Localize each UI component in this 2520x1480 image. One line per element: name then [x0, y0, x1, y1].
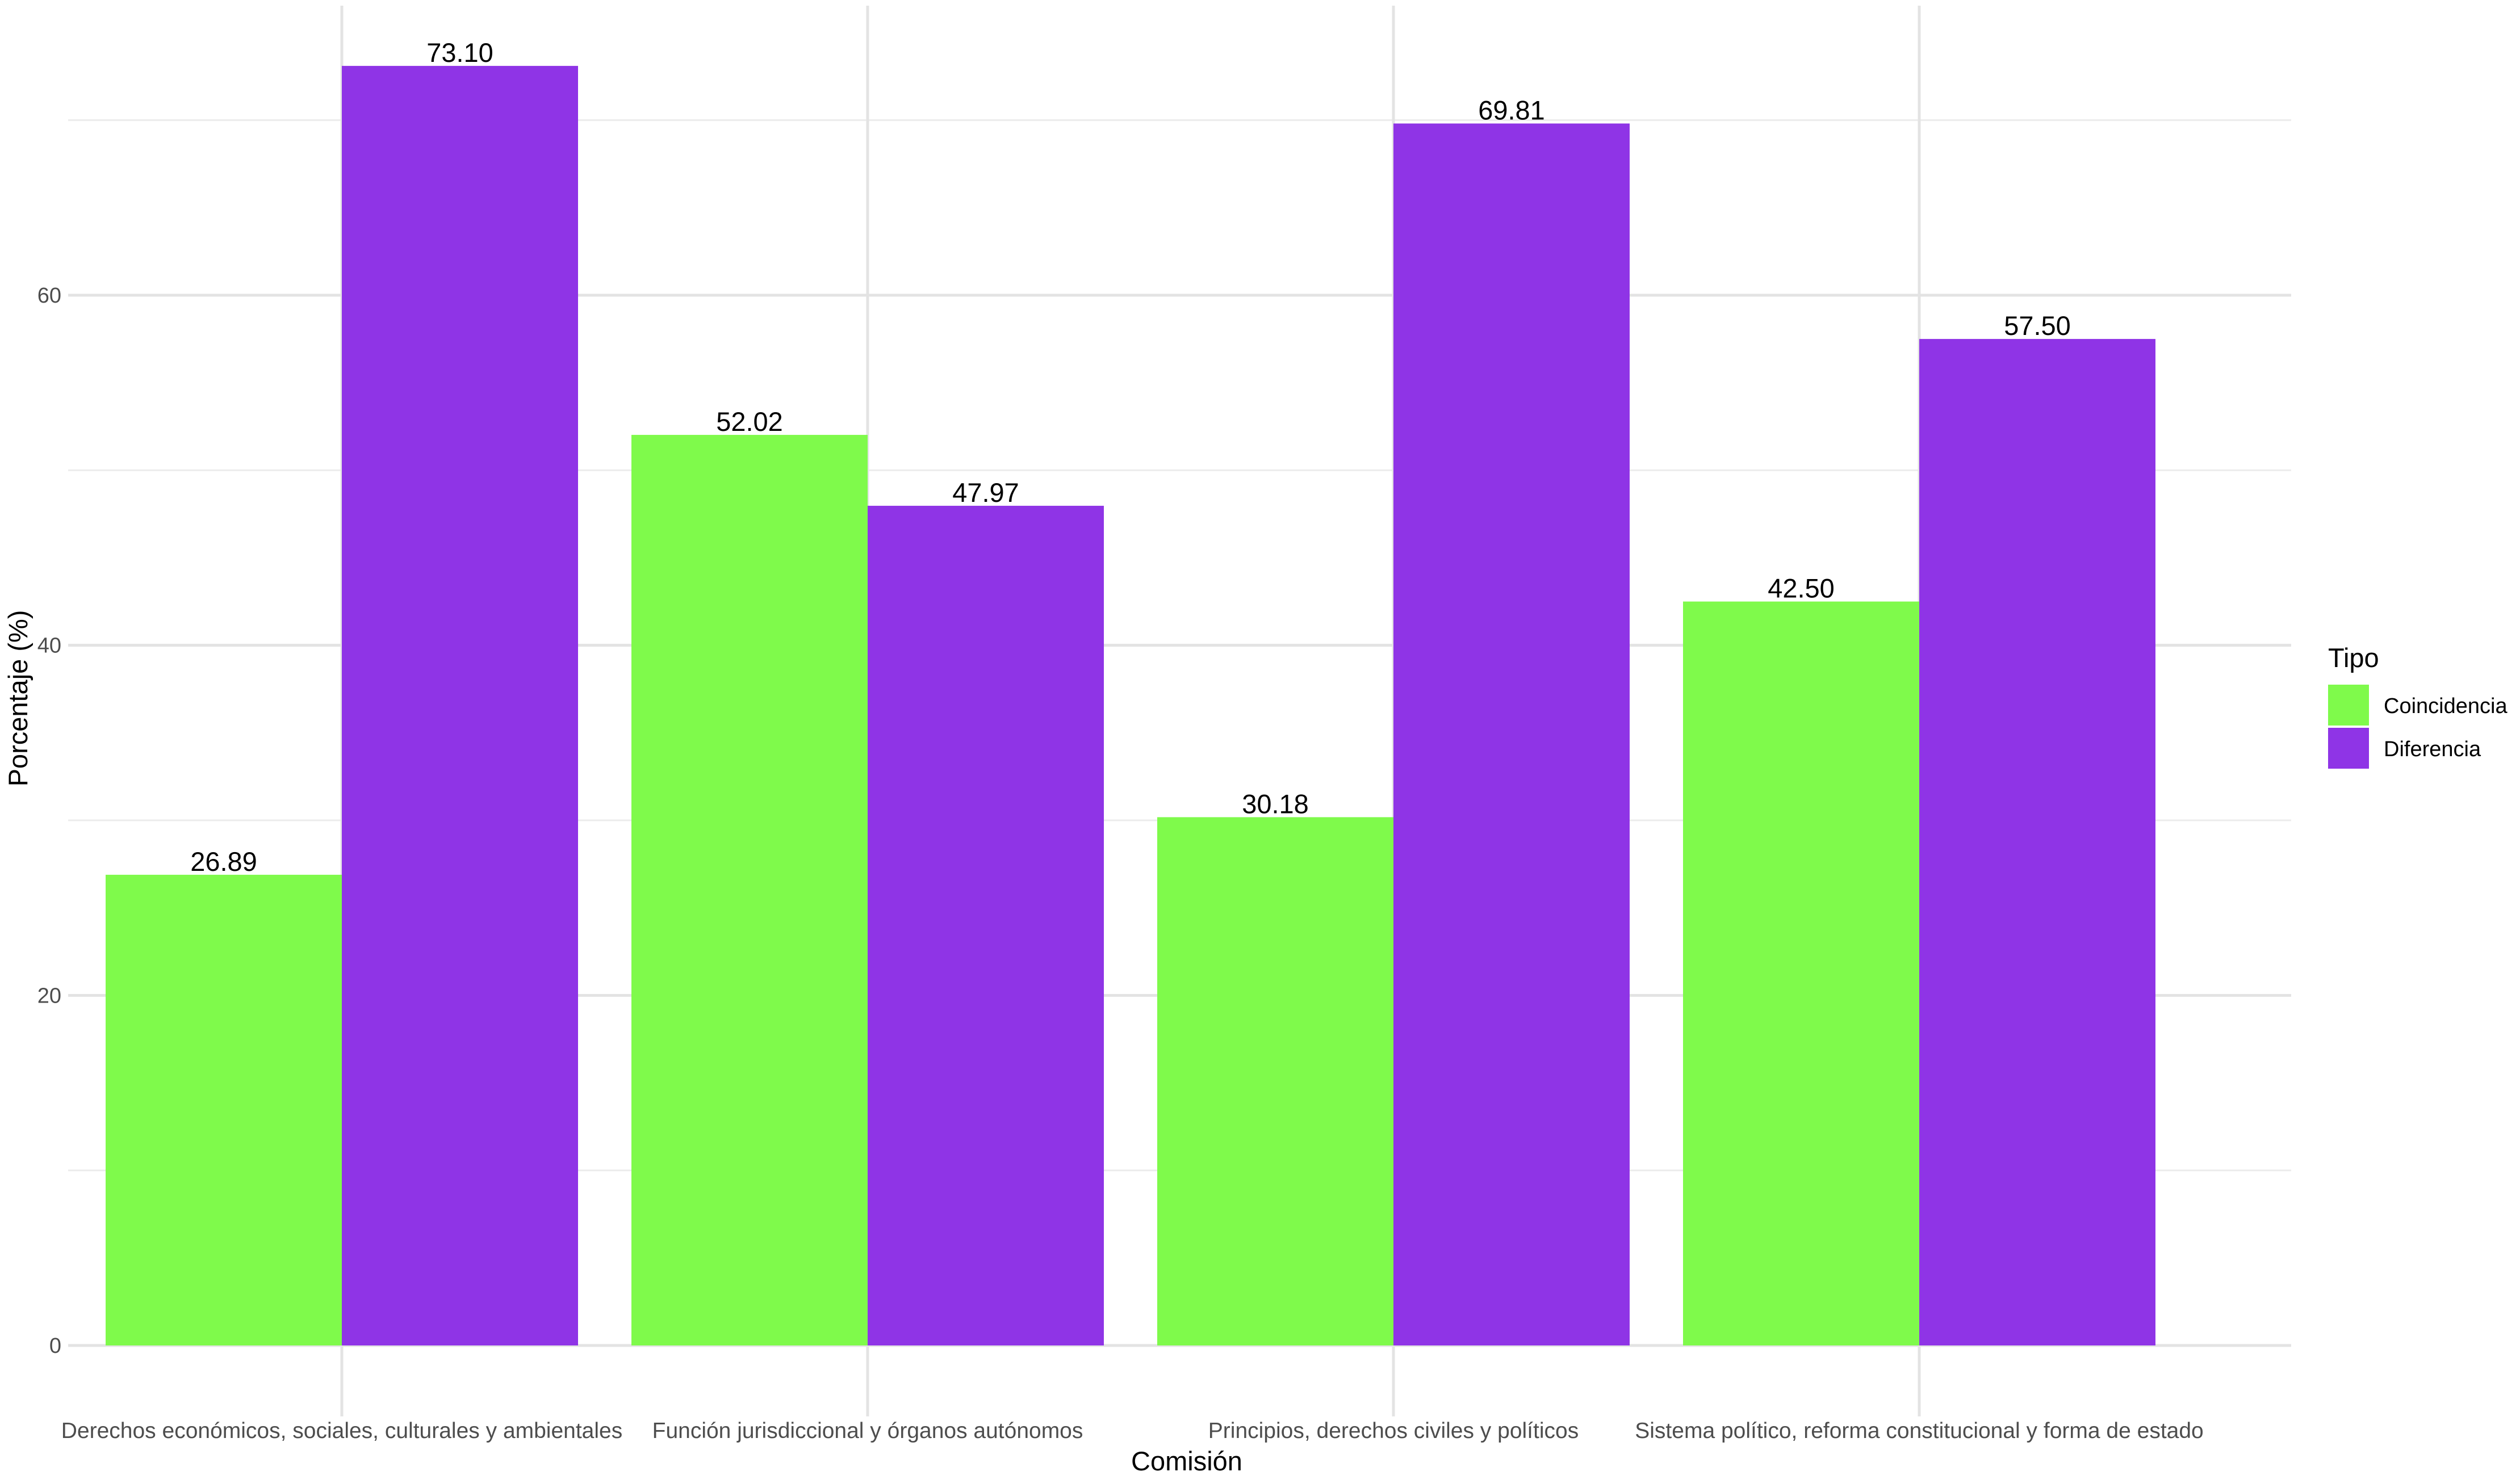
data-label: 52.02 — [716, 406, 783, 437]
legend-items: Coincidencia Diferencia — [2328, 685, 2508, 769]
legend-swatch-coincidencia — [2328, 685, 2369, 726]
y-tick-label: 0 — [49, 1334, 61, 1358]
data-label: 30.18 — [1242, 789, 1309, 819]
bar-diferencia-2 — [868, 505, 1104, 1345]
bar-diferencia-3 — [1393, 123, 1630, 1346]
legend-label: Diferencia — [2384, 737, 2481, 761]
legend-label: Coincidencia — [2384, 694, 2508, 718]
y-tick-label: 20 — [37, 984, 61, 1008]
legend-swatch-diferencia — [2328, 728, 2369, 769]
bar-diferencia-4 — [1919, 339, 2155, 1346]
x-tick-label: Derechos económicos, sociales, culturale… — [61, 1419, 622, 1443]
data-label: 42.50 — [1768, 573, 1835, 603]
y-tick-label: 40 — [37, 634, 61, 658]
bar-coincidencia-3 — [1157, 817, 1393, 1345]
y-tick-label: 60 — [37, 284, 61, 308]
x-tick-label: Principios, derechos civiles y políticos — [1208, 1419, 1579, 1443]
data-label: 57.50 — [2004, 311, 2071, 341]
bars — [106, 66, 2155, 1346]
data-labels: 26.89 52.02 30.18 42.50 73.10 47.97 69.81 57.50 — [190, 37, 2071, 877]
x-axis-ticks: Derechos económicos, sociales, culturale… — [61, 1419, 2204, 1443]
x-tick-label: Sistema político, reforma constitucional… — [1635, 1419, 2203, 1443]
data-label: 69.81 — [1478, 95, 1545, 125]
y-axis-title: Porcentaje (%) — [3, 610, 33, 787]
data-label: 47.97 — [952, 477, 1019, 508]
data-label: 26.89 — [190, 846, 257, 877]
bar-coincidencia-4 — [1683, 601, 1919, 1345]
x-axis-title: Comisión — [1131, 1446, 1242, 1476]
data-label: 73.10 — [426, 37, 493, 68]
legend-title: Tipo — [2328, 643, 2379, 673]
x-tick-label: Función jurisdiccional y órganos autónom… — [652, 1419, 1083, 1443]
legend: Tipo Coincidencia Diferencia — [2328, 643, 2508, 769]
bar-diferencia-1 — [342, 66, 578, 1346]
bar-coincidencia-2 — [631, 435, 868, 1345]
y-axis-ticks: 0 20 40 60 — [37, 284, 61, 1358]
bar-coincidencia-1 — [106, 874, 342, 1345]
